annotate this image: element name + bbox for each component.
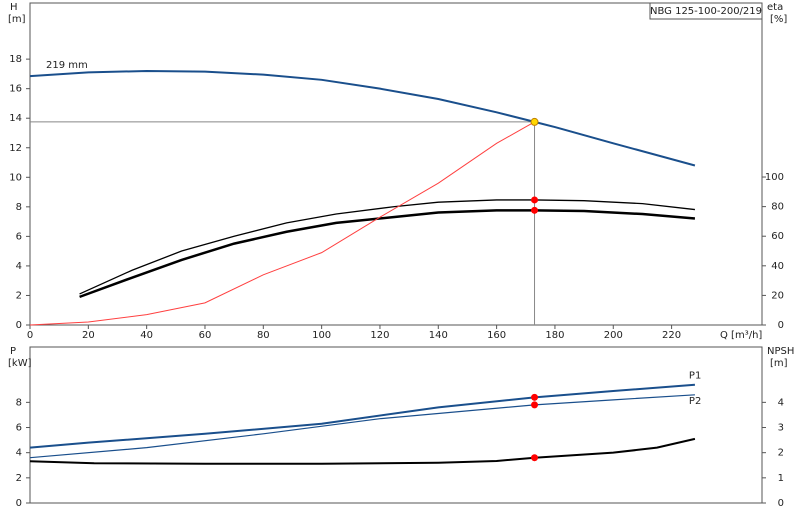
y-tick-label: 16 — [9, 84, 22, 95]
curve — [29, 394, 695, 459]
y-axis-label: H — [10, 2, 18, 13]
operating-point — [531, 393, 539, 401]
y2-axis-label: NPSH — [767, 346, 794, 357]
curve — [79, 199, 695, 295]
x-axis-label: Q [m³/h] — [720, 330, 762, 341]
x-tick-label: 0 — [27, 330, 33, 341]
curve-label: P1 — [689, 371, 701, 382]
x-tick-label: 60 — [199, 330, 212, 341]
x-tick-label: 200 — [604, 330, 623, 341]
x-tick-label: 220 — [662, 330, 681, 341]
curve — [29, 69, 696, 167]
y-axis-unit: [kW] — [8, 358, 32, 369]
y2-tick-label: 40 — [771, 261, 784, 272]
operating-point — [530, 117, 539, 126]
curve — [29, 121, 535, 326]
x-tick-label: 120 — [370, 330, 389, 341]
chart-title: NBG 125-100-200/219 — [650, 6, 762, 17]
y-tick-label: 18 — [9, 54, 22, 65]
y-tick-label: 12 — [9, 143, 22, 154]
y-tick-label: 0 — [16, 320, 22, 331]
x-tick-label: 20 — [82, 330, 95, 341]
y2-tick-label: 60 — [771, 231, 784, 242]
operating-point — [531, 196, 539, 204]
y2-tick-label: 20 — [771, 290, 784, 301]
y-tick-label: 6 — [16, 423, 22, 434]
curve-label: P2 — [689, 396, 701, 407]
x-tick-label: 140 — [429, 330, 448, 341]
x-tick-label: 40 — [140, 330, 153, 341]
y2-tick-label: 0 — [778, 320, 784, 331]
y-tick-label: 2 — [16, 290, 22, 301]
y2-tick-label: 100 — [765, 172, 784, 183]
y2-tick-label: 80 — [771, 202, 784, 213]
y-axis-label: P — [10, 346, 16, 357]
y-axis-unit: [m] — [8, 14, 26, 25]
operating-point — [531, 401, 539, 409]
y2-tick-label: 1 — [778, 473, 784, 484]
operating-point — [531, 454, 539, 462]
plot-frame — [29, 346, 763, 504]
y2-axis-label: eta — [767, 2, 783, 13]
y-tick-label: 4 — [16, 261, 22, 272]
y2-tick-label: 3 — [778, 423, 784, 434]
curve-label: 219 mm — [46, 60, 88, 71]
y2-axis-unit: [%] — [770, 14, 787, 25]
x-tick-label: 160 — [487, 330, 506, 341]
y-tick-label: 8 — [16, 202, 22, 213]
y-tick-label: 4 — [16, 448, 22, 459]
title-box — [649, 2, 763, 20]
y2-tick-label: 2 — [778, 448, 784, 459]
curve — [79, 209, 696, 299]
x-tick-label: 100 — [312, 330, 331, 341]
y-tick-label: 6 — [16, 231, 22, 242]
y2-tick-label: 4 — [778, 397, 784, 408]
y2-tick-label: 0 — [778, 498, 784, 509]
x-tick-label: 80 — [257, 330, 270, 341]
plot-frame — [29, 2, 763, 326]
y-tick-label: 0 — [16, 498, 22, 509]
y2-axis-unit: [m] — [770, 358, 788, 369]
x-tick-label: 180 — [545, 330, 564, 341]
y-tick-label: 8 — [16, 397, 22, 408]
curve — [29, 383, 696, 449]
operating-point — [531, 206, 539, 214]
y-tick-label: 14 — [9, 113, 22, 124]
y-tick-label: 2 — [16, 473, 22, 484]
curve — [29, 437, 696, 465]
y-tick-label: 10 — [9, 172, 22, 183]
